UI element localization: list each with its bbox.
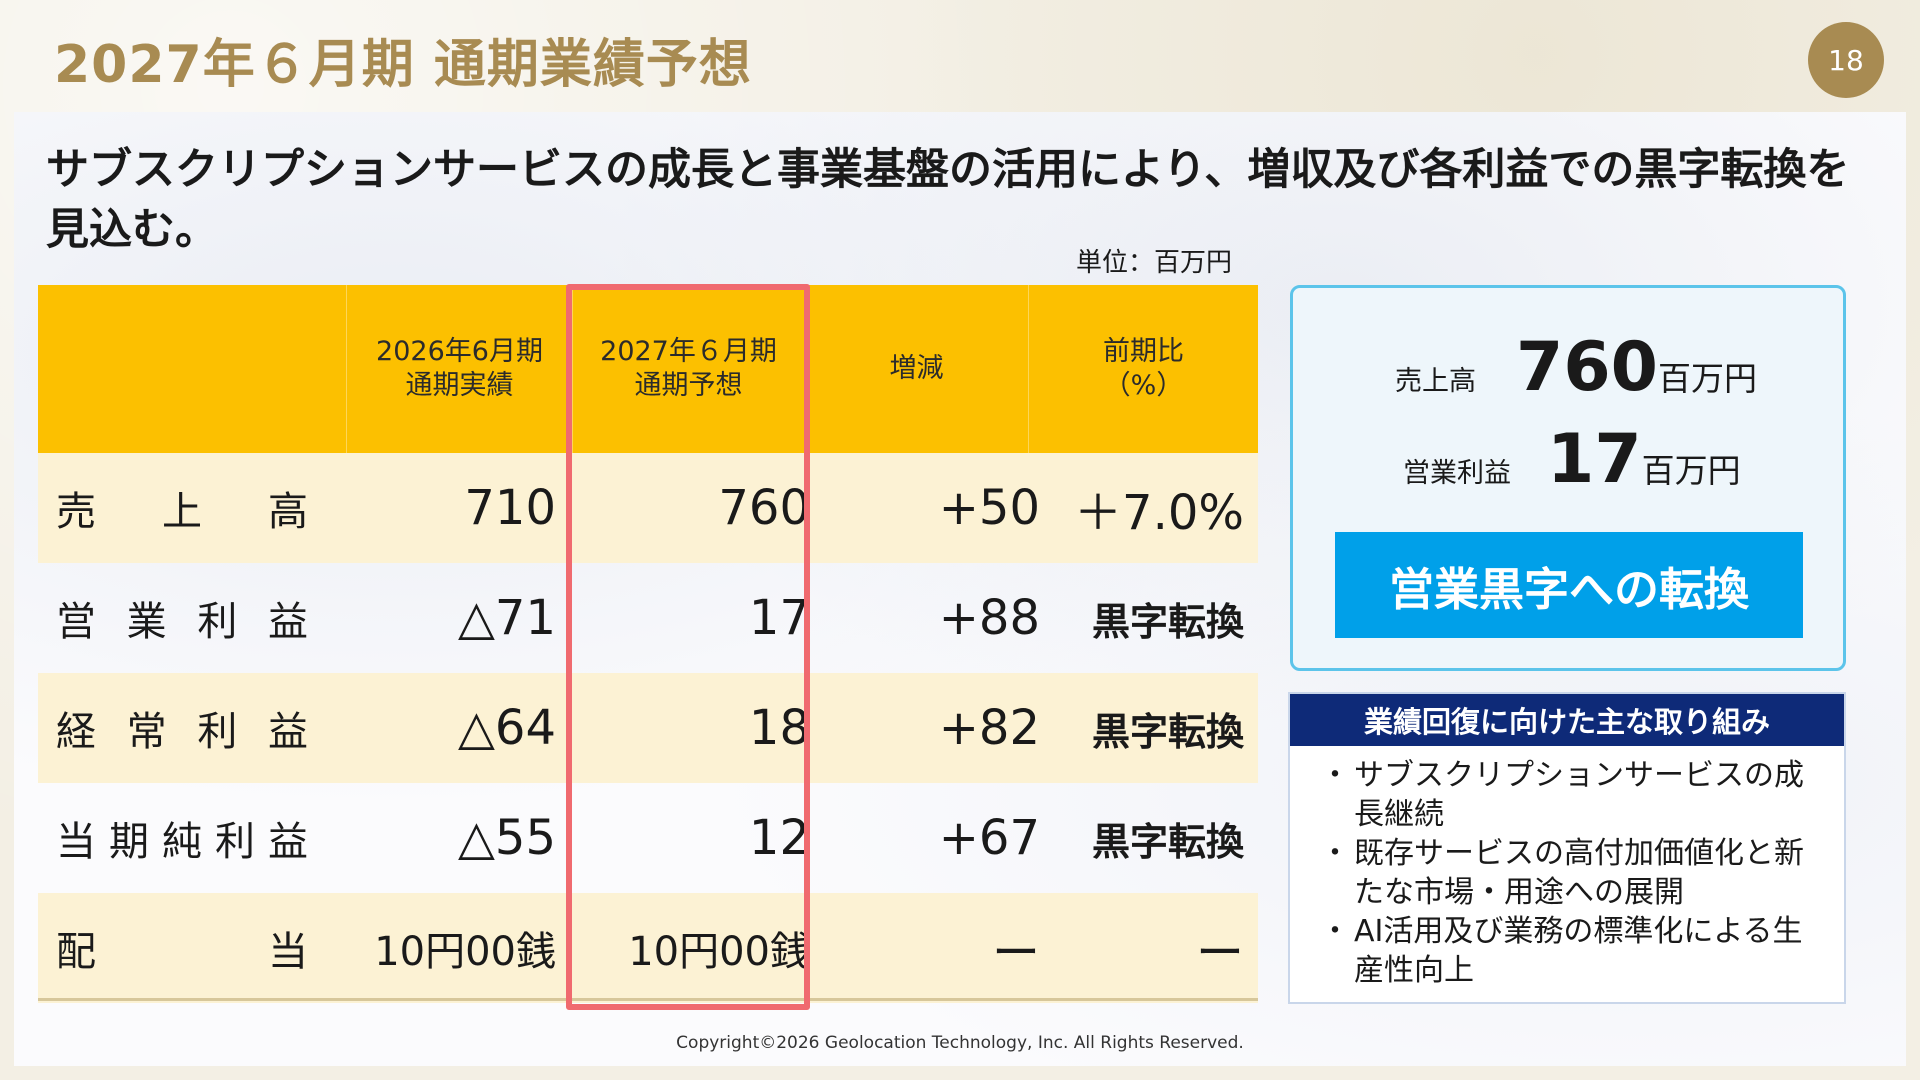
row-label-char: 期 [109, 819, 149, 865]
initiatives-list: サブスクリプションサービスの成長継続 既存サービスの高付加価値化と新たな市場・用… [1290, 746, 1844, 990]
forecast-table: 2026年6月期 通期実績 2027年６月期 通期予想 増減 前期比 （%） 売… [38, 285, 1258, 1003]
headline: サブスクリプションサービスの成長と事業基盤の活用により、増収及び各利益での黒字転… [46, 145, 1850, 255]
row-label-char: 利 [197, 599, 238, 645]
row-label-char: 高 [268, 489, 308, 535]
cell-fy2026: △71 [458, 590, 556, 646]
sales-unit: 百万円 [1657, 359, 1757, 398]
cell-ratio: 黒字転換 [1091, 709, 1244, 754]
table-row: 当期純利益 △55 12 +67 黒字転換 [38, 783, 1258, 893]
row-label-char: 益 [268, 819, 308, 865]
cell-change: +88 [938, 590, 1040, 646]
row-label-char: 利 [215, 819, 255, 865]
cell-fy2026: 10円00銭 [374, 929, 556, 975]
cell-ratio: 黒字転換 [1091, 599, 1244, 644]
initiative-item: 既存サービスの高付加価値化と新たな市場・用途への展開 [1320, 834, 1826, 912]
profit-turnaround-badge: 営業黒字への転換 [1335, 532, 1803, 638]
cell-ratio: 黒字転換 [1091, 819, 1244, 864]
row-label-char: 利 [197, 709, 238, 755]
cell-change: ー [991, 925, 1040, 981]
cell-fy2027: 760 [718, 480, 810, 536]
unit-label: 単位：百万円 [1076, 248, 1233, 278]
initiative-item: AI活用及び業務の標準化による生産性向上 [1320, 912, 1826, 990]
cell-fy2026: 710 [464, 480, 556, 536]
initiative-item: サブスクリプションサービスの成長継続 [1320, 756, 1826, 834]
cell-change: +82 [938, 700, 1040, 756]
cell-ratio: ＋7.0% [1074, 485, 1244, 541]
cell-fy2027: 10円00銭 [628, 929, 810, 975]
row-label-char: 配 [56, 929, 96, 975]
op-income-label: 営業利益 [1403, 458, 1511, 489]
header-fy2026: 2026年6月期 通期実績 [346, 285, 572, 453]
row-label-char: 業 [126, 599, 167, 645]
table-row: 営業利益 △71 17 +88 黒字転換 [38, 563, 1258, 673]
cell-change: +67 [938, 810, 1040, 866]
cell-change: +50 [938, 480, 1040, 536]
row-label-char: 上 [162, 489, 202, 535]
cell-fy2027: 12 [748, 810, 810, 866]
sales-summary: 売上高 760 百万円 [1395, 328, 1757, 407]
row-label: 営業利益 [56, 563, 308, 673]
initiatives-title: 業績回復に向けた主な取り組み [1290, 694, 1844, 746]
row-label-char: 当 [56, 819, 96, 865]
table-row: 売 上 高 710 760 +50 ＋7.0% [38, 453, 1258, 563]
op-income-unit: 百万円 [1641, 451, 1741, 490]
table-header: 2026年6月期 通期実績 2027年６月期 通期予想 増減 前期比 （%） [38, 285, 1258, 453]
page-number-badge: 18 [1808, 22, 1884, 98]
header-blank [38, 285, 346, 453]
copyright: Copyright©2026 Geolocation Technology, I… [676, 1033, 1244, 1053]
row-label-char: 益 [267, 709, 308, 755]
row-label-char: 純 [162, 819, 202, 865]
cell-fy2027: 17 [748, 590, 810, 646]
sales-value: 760 [1516, 328, 1658, 407]
cell-fy2027: 18 [748, 700, 810, 756]
row-label-char: 売 [56, 489, 96, 535]
row-label-char: 当 [268, 929, 308, 975]
initiatives-box: 業績回復に向けた主な取り組み サブスクリプションサービスの成長継続 既存サービス… [1288, 692, 1846, 1004]
table-bottom-rule [38, 998, 1258, 1001]
row-label-char: 経 [56, 709, 96, 755]
row-label: 当期純利益 [56, 783, 308, 893]
header-fy2027: 2027年６月期 通期予想 [572, 285, 804, 453]
cell-ratio: ー [1195, 925, 1244, 981]
row-label: 売上高 [56, 453, 308, 563]
cell-fy2026: △64 [458, 700, 556, 756]
table-row: 経常利益 △64 18 +82 黒字転換 [38, 673, 1258, 783]
cell-fy2026: △55 [458, 810, 556, 866]
op-income-value: 17 [1547, 420, 1642, 499]
slide-title: 2027年６月期 通期業績予想 [54, 35, 752, 95]
header-ratio: 前期比 （%） [1028, 285, 1258, 453]
table-row: 配当 10円00銭 10円00銭ーー [38, 893, 1258, 1003]
header-change: 増減 [804, 285, 1028, 453]
summary-box: 売上高 760 百万円 営業利益 17 百万円 営業黒字への転換 [1290, 285, 1846, 671]
op-income-summary: 営業利益 17 百万円 [1403, 420, 1741, 499]
row-label-char: 益 [267, 599, 308, 645]
row-label-char: 営 [56, 599, 96, 645]
row-label: 配当 [56, 893, 308, 1003]
table-body: 売上高 710 760 +50 ＋7.0% 営業利益 △71 17 +88 黒字転換経常利益 △64… [38, 453, 1258, 1003]
row-label-char: 常 [126, 709, 167, 755]
row-label: 経常利益 [56, 673, 308, 783]
sales-label: 売上高 [1395, 366, 1476, 397]
